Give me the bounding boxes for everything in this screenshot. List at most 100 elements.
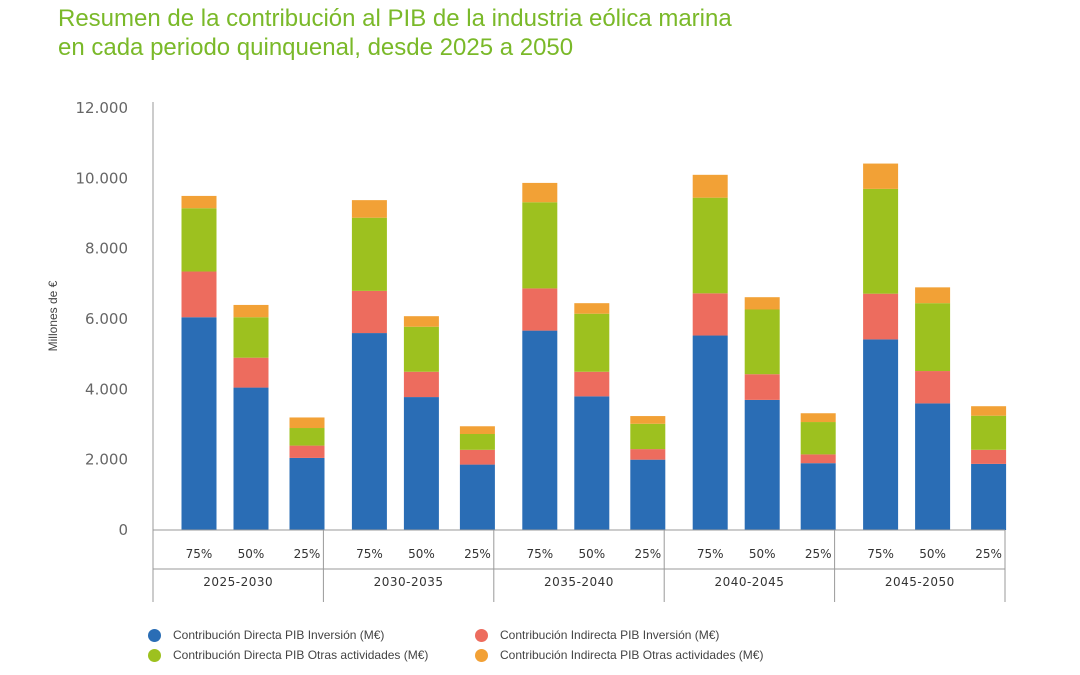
bar-segment-indirecta-inversion <box>233 357 269 388</box>
bar-segment-indirecta-inversion <box>971 449 1007 464</box>
bar-segment-indirecta-inversion <box>630 449 666 460</box>
bar-segment-directa-otras <box>403 326 439 372</box>
x-category-label: 75% <box>867 547 894 561</box>
legend-item-directa-otras: Contribución Directa PIB Otras actividad… <box>148 648 428 662</box>
bar-segment-directa-otras <box>971 415 1007 450</box>
legend-label-indirecta-otras: Contribución Indirecta PIB Otras activid… <box>500 648 764 662</box>
bar-segment-indirecta-inversion <box>692 293 728 336</box>
bar-segment-directa-inversion <box>233 387 269 530</box>
bar-segment-directa-otras <box>459 433 495 450</box>
bar-segment-indirecta-otras <box>915 287 951 304</box>
x-category-label: 25% <box>464 547 491 561</box>
bar-segment-directa-inversion <box>744 399 780 530</box>
y-axis-label: Millones de € <box>46 280 60 351</box>
y-tick-label: 12.000 <box>76 99 129 117</box>
y-tick-label: 0 <box>118 521 128 539</box>
legend-label-directa-otras: Contribución Directa PIB Otras actividad… <box>173 648 429 662</box>
chart-title: Resumen de la contribución al PIB de la … <box>58 4 732 62</box>
legend-swatch-directa-inversion <box>148 628 161 642</box>
bar-segment-indirecta-otras <box>403 316 439 327</box>
bar-segment-indirecta-otras <box>181 195 217 209</box>
bar-segment-directa-inversion <box>574 396 610 530</box>
chart-title-line-1: Resumen de la contribución al PIB de la … <box>58 5 732 32</box>
x-group-label: 2030-2035 <box>374 575 444 589</box>
bar-segment-indirecta-otras <box>522 182 558 203</box>
legend-label-directa-inversion: Contribución Directa PIB Inversión (M€) <box>173 628 385 642</box>
legend-swatch-indirecta-inversion <box>475 628 488 642</box>
x-category-label: 25% <box>805 547 832 561</box>
bar-segment-directa-otras <box>800 422 836 455</box>
x-category-label: 75% <box>526 547 553 561</box>
bar-segment-directa-inversion <box>459 464 495 530</box>
bar-segment-indirecta-otras <box>863 163 899 189</box>
bar-segment-indirecta-inversion <box>863 293 899 340</box>
x-category-label: 25% <box>634 547 661 561</box>
bar-segment-directa-inversion <box>181 317 217 530</box>
bar-segment-directa-inversion <box>863 339 899 530</box>
bar-segment-indirecta-inversion <box>574 371 610 397</box>
bar-segment-directa-inversion <box>800 463 836 530</box>
bar-segment-directa-otras <box>863 188 899 294</box>
bar-segment-indirecta-otras <box>744 297 780 310</box>
legend-item-indirecta-otras: Contribución Indirecta PIB Otras activid… <box>475 648 763 662</box>
bar-segment-indirecta-inversion <box>800 454 836 464</box>
x-group-label: 2035-2040 <box>544 575 614 589</box>
bar-segment-indirecta-otras <box>351 200 387 218</box>
legend-swatch-indirecta-otras <box>475 648 488 662</box>
bar-segment-directa-otras <box>233 317 269 358</box>
x-category-label: 25% <box>294 547 321 561</box>
bar-segment-indirecta-otras <box>692 174 728 198</box>
legend-item-directa-inversion: Contribución Directa PIB Inversión (M€) <box>148 628 384 642</box>
bar-segment-directa-inversion <box>630 459 666 530</box>
bar-segment-directa-inversion <box>971 463 1007 530</box>
y-tick-label: 6.000 <box>85 310 128 328</box>
x-category-label: 50% <box>578 547 605 561</box>
x-axis: 75% 50% 25% 75% 50% 25% 75% 50% 25% 75% 50% 25% 75% 5… <box>152 529 1006 602</box>
bar-segment-directa-otras <box>744 309 780 375</box>
bar-segment-directa-inversion <box>351 333 387 530</box>
x-group-label: 2045-2050 <box>885 575 955 589</box>
bar-segment-indirecta-otras <box>630 416 666 424</box>
legend-item-indirecta-inversion: Contribución Indirecta PIB Inversión (M€… <box>475 628 719 642</box>
y-axis: 0 2.000 4.000 6.000 8.000 10.000 12.000 <box>76 99 154 539</box>
x-category-label: 50% <box>408 547 435 561</box>
bar-segment-directa-inversion <box>289 457 325 530</box>
bar-segment-indirecta-inversion <box>915 371 951 404</box>
x-category-label: 50% <box>749 547 776 561</box>
legend-swatch-directa-otras <box>148 648 161 662</box>
legend-label-indirecta-inversion: Contribución Indirecta PIB Inversión (M€… <box>500 628 720 642</box>
bar-segment-indirecta-otras <box>574 303 610 314</box>
y-tick-label: 4.000 <box>85 380 128 398</box>
bar-segment-directa-inversion <box>403 397 439 530</box>
bar-segment-directa-otras <box>692 197 728 294</box>
chart-title-line-2: en cada periodo quinquenal, desde 2025 a… <box>58 34 574 61</box>
bar-segment-directa-otras <box>915 303 951 372</box>
bar-segment-indirecta-inversion <box>403 371 439 398</box>
bar-segment-directa-inversion <box>522 330 558 530</box>
bar-segment-indirecta-otras <box>289 417 325 429</box>
bar-segment-directa-otras <box>574 313 610 372</box>
bars <box>181 163 1007 530</box>
x-category-label: 75% <box>697 547 724 561</box>
x-category-label: 50% <box>238 547 265 561</box>
y-tick-label: 8.000 <box>85 240 128 258</box>
bar-segment-directa-otras <box>181 208 217 272</box>
bar-segment-directa-inversion <box>692 335 728 530</box>
bar-segment-directa-otras <box>351 217 387 291</box>
bar-segment-indirecta-otras <box>971 406 1007 416</box>
y-tick-label: 10.000 <box>76 169 129 187</box>
bar-segment-indirecta-inversion <box>289 445 325 458</box>
x-category-label: 25% <box>975 547 1002 561</box>
bar-segment-indirecta-inversion <box>459 449 495 465</box>
x-group-label: 2025-2030 <box>203 575 273 589</box>
x-category-label: 50% <box>919 547 946 561</box>
bar-segment-directa-otras <box>289 428 325 446</box>
bar-segment-indirecta-otras <box>233 304 269 318</box>
bar-segment-indirecta-otras <box>459 426 495 434</box>
x-category-label: 75% <box>356 547 383 561</box>
bar-segment-directa-otras <box>630 423 666 450</box>
bar-segment-indirecta-otras <box>800 413 836 423</box>
bar-segment-indirecta-inversion <box>181 271 217 318</box>
bar-segment-directa-otras <box>522 202 558 289</box>
